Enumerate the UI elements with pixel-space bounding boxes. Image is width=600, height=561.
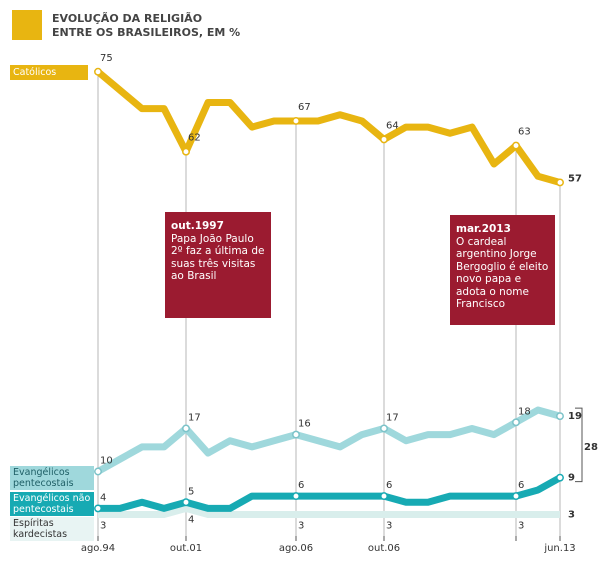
- legend-entry: Evangélicos não pentecostais: [10, 492, 94, 516]
- point: [292, 492, 300, 501]
- data-label: 10: [100, 456, 113, 467]
- point: [182, 498, 190, 507]
- data-label: 9: [568, 473, 575, 484]
- data-label: 67: [298, 102, 311, 113]
- series-line: [96, 406, 561, 475]
- data-label: 6: [298, 480, 304, 491]
- series-line: [98, 474, 562, 512]
- data-label: 57: [568, 173, 582, 184]
- point: [556, 412, 564, 421]
- annotation-date: out.1997: [171, 220, 224, 232]
- point: [94, 67, 102, 76]
- point: [556, 473, 564, 482]
- point: [182, 147, 190, 156]
- annotation-text: O cardeal argentino Jorge Bergoglio é el…: [456, 235, 549, 311]
- point: [380, 492, 388, 501]
- point: [292, 117, 300, 125]
- point: [380, 424, 388, 433]
- x-tick-label: out.01: [170, 543, 202, 554]
- logo: [12, 10, 42, 40]
- data-label: 19: [568, 411, 582, 422]
- data-label: 64: [386, 120, 399, 131]
- data-label: 62: [188, 133, 201, 144]
- series-line: [98, 504, 560, 519]
- total-label: 28: [584, 442, 598, 453]
- x-tick-label: jun.13: [543, 543, 575, 554]
- legend-entry: Católicos: [10, 65, 88, 80]
- total-bracket: [575, 407, 583, 483]
- point: [94, 504, 102, 513]
- chart-title: EVOLUÇÃO DA RELIGIÃO ENTRE OS BRASILEIRO…: [52, 12, 241, 39]
- data-label: 63: [518, 127, 531, 138]
- data-label: 4: [100, 492, 106, 503]
- series-line: [95, 69, 561, 186]
- data-label: 75: [100, 53, 113, 64]
- data-label: 17: [188, 412, 201, 423]
- data-label: 6: [518, 480, 524, 491]
- legend-entry: Evangélicos pentecostais: [10, 466, 94, 490]
- point: [512, 141, 520, 150]
- data-label: 5: [188, 486, 194, 497]
- annotation-date: mar.2013: [456, 223, 511, 235]
- point: [556, 178, 564, 187]
- point: [292, 430, 300, 439]
- point: [182, 424, 190, 433]
- data-label: 17: [386, 412, 399, 423]
- point: [94, 467, 102, 476]
- x-tick-label: out.06: [368, 543, 400, 554]
- data-label: 3: [386, 521, 392, 532]
- point: [512, 418, 520, 427]
- data-label: 3: [298, 521, 304, 532]
- data-label: 16: [298, 419, 311, 430]
- point: [512, 492, 520, 501]
- x-tick-label: ago.06: [279, 543, 313, 554]
- legend-entry: Espíritas kardecistas: [10, 517, 94, 541]
- x-tick-label: ago.94: [81, 543, 115, 554]
- annotation-text: Papa João Paulo 2º faz a última de suas …: [171, 232, 265, 283]
- data-label: 3: [568, 510, 575, 521]
- data-label: 3: [518, 521, 524, 532]
- data-label: 3: [100, 521, 106, 532]
- data-label: 6: [386, 480, 392, 491]
- data-label: 4: [188, 514, 194, 525]
- annotation: out.1997 Papa João Paulo 2º faz a última…: [165, 212, 271, 318]
- data-label: 18: [518, 406, 531, 417]
- annotation: mar.2013 O cardeal argentino Jorge Bergo…: [450, 215, 555, 325]
- point: [380, 135, 388, 144]
